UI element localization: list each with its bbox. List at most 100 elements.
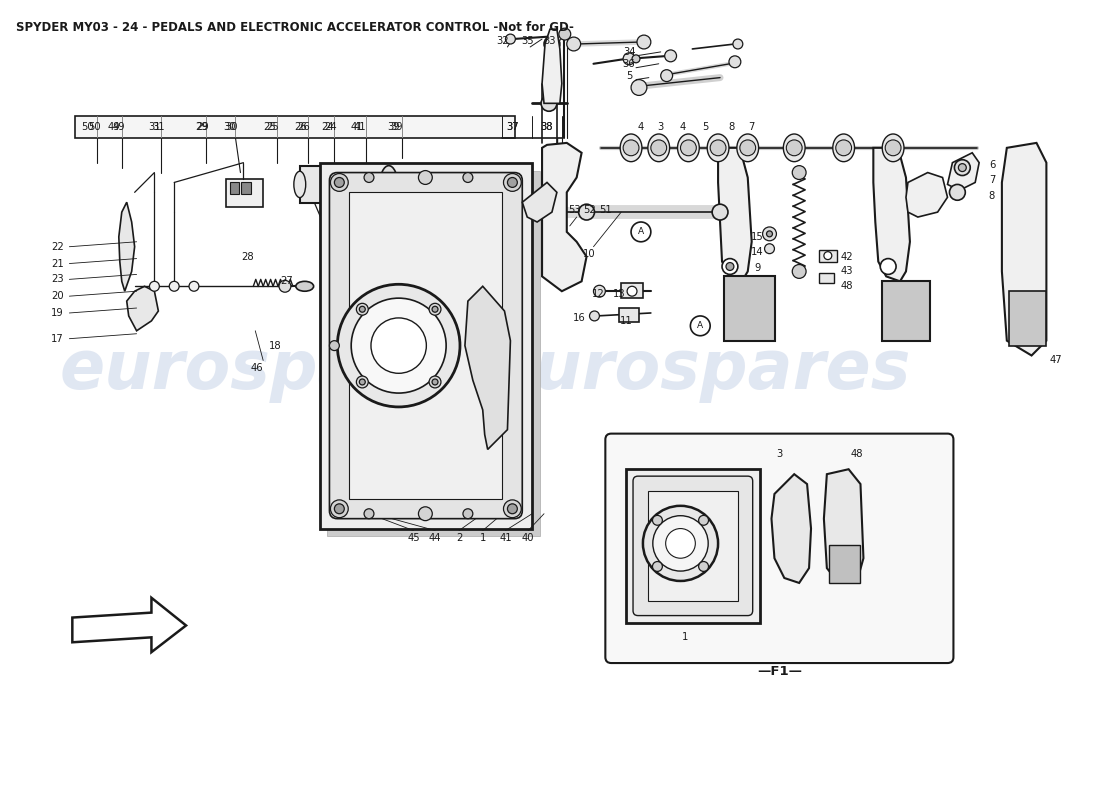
Polygon shape <box>1002 143 1046 355</box>
Bar <box>230 182 240 194</box>
Text: 48: 48 <box>850 450 862 459</box>
Circle shape <box>764 244 774 254</box>
Circle shape <box>189 282 199 291</box>
Circle shape <box>506 34 516 44</box>
Polygon shape <box>119 202 134 291</box>
Ellipse shape <box>833 134 855 162</box>
Ellipse shape <box>379 166 398 203</box>
Circle shape <box>949 185 966 200</box>
Text: 22: 22 <box>51 242 64 252</box>
Text: 18: 18 <box>268 341 282 350</box>
Text: eurospares: eurospares <box>490 338 911 403</box>
Text: 33: 33 <box>543 36 557 46</box>
Text: 43: 43 <box>840 266 852 277</box>
Text: —F1—: —F1— <box>757 665 802 678</box>
Text: 3: 3 <box>777 450 782 459</box>
Bar <box>241 182 251 194</box>
Circle shape <box>631 222 651 242</box>
Text: 12: 12 <box>592 289 605 299</box>
Circle shape <box>698 562 708 571</box>
Circle shape <box>652 515 662 526</box>
Circle shape <box>792 166 806 179</box>
Circle shape <box>824 252 832 259</box>
Text: 8: 8 <box>989 191 996 202</box>
Circle shape <box>651 140 667 156</box>
Text: 8: 8 <box>729 122 735 132</box>
Circle shape <box>627 286 637 296</box>
Polygon shape <box>718 148 751 282</box>
Text: 29: 29 <box>197 122 209 132</box>
Circle shape <box>418 507 432 521</box>
Text: 42: 42 <box>840 252 852 262</box>
Text: 36: 36 <box>623 58 636 69</box>
Circle shape <box>786 140 802 156</box>
Ellipse shape <box>783 134 805 162</box>
Text: 37: 37 <box>506 122 519 132</box>
Circle shape <box>371 318 427 374</box>
Polygon shape <box>873 148 910 282</box>
Text: 46: 46 <box>251 363 264 374</box>
Circle shape <box>691 316 711 336</box>
Circle shape <box>338 284 460 407</box>
Circle shape <box>334 178 344 187</box>
Text: 49: 49 <box>108 122 120 132</box>
FancyBboxPatch shape <box>605 434 954 663</box>
Text: 10: 10 <box>583 249 596 258</box>
Bar <box>75 116 516 138</box>
Circle shape <box>356 303 369 315</box>
Circle shape <box>356 376 369 388</box>
Ellipse shape <box>648 134 670 162</box>
Circle shape <box>642 506 718 581</box>
Text: 27: 27 <box>280 276 294 286</box>
Circle shape <box>631 79 647 95</box>
Ellipse shape <box>296 282 314 291</box>
Circle shape <box>880 258 896 274</box>
Text: 50: 50 <box>81 122 94 132</box>
Text: SPYDER MY03 - 24 - PEDALS AND ELECTRONIC ACCELERATOR CONTROL -Not for GD-: SPYDER MY03 - 24 - PEDALS AND ELECTRONIC… <box>16 22 574 34</box>
Text: A: A <box>638 227 644 236</box>
Circle shape <box>334 504 344 514</box>
Circle shape <box>762 227 777 241</box>
Bar <box>626 470 760 622</box>
Text: 6: 6 <box>989 160 996 170</box>
Text: 4: 4 <box>680 122 685 132</box>
Text: 32: 32 <box>496 36 509 46</box>
Text: 5: 5 <box>702 122 708 132</box>
Circle shape <box>351 298 447 393</box>
Text: 11: 11 <box>619 316 632 326</box>
Bar <box>724 276 776 341</box>
Circle shape <box>360 379 365 385</box>
Ellipse shape <box>620 134 642 162</box>
Circle shape <box>722 258 738 274</box>
Bar <box>818 250 837 262</box>
Bar <box>1009 291 1046 346</box>
Text: 30: 30 <box>226 122 238 132</box>
Circle shape <box>958 164 966 171</box>
Circle shape <box>424 179 433 190</box>
Text: 44: 44 <box>429 534 441 543</box>
Circle shape <box>364 173 374 182</box>
Circle shape <box>544 36 560 52</box>
Circle shape <box>767 231 772 237</box>
Circle shape <box>886 140 901 156</box>
Circle shape <box>623 53 635 65</box>
Polygon shape <box>522 182 557 222</box>
Ellipse shape <box>737 134 759 162</box>
Text: 28: 28 <box>241 252 254 262</box>
Bar <box>828 546 860 583</box>
Text: 26: 26 <box>295 122 307 132</box>
Polygon shape <box>824 470 864 583</box>
Text: 38: 38 <box>541 122 553 132</box>
Polygon shape <box>73 598 186 652</box>
Text: 30: 30 <box>223 122 235 132</box>
Circle shape <box>733 39 742 49</box>
Circle shape <box>637 35 651 49</box>
Circle shape <box>681 140 696 156</box>
Text: 9: 9 <box>755 263 761 274</box>
Polygon shape <box>947 153 979 190</box>
Circle shape <box>429 303 441 315</box>
Circle shape <box>330 500 349 518</box>
Circle shape <box>507 178 517 187</box>
Polygon shape <box>542 29 562 103</box>
Circle shape <box>579 204 594 220</box>
